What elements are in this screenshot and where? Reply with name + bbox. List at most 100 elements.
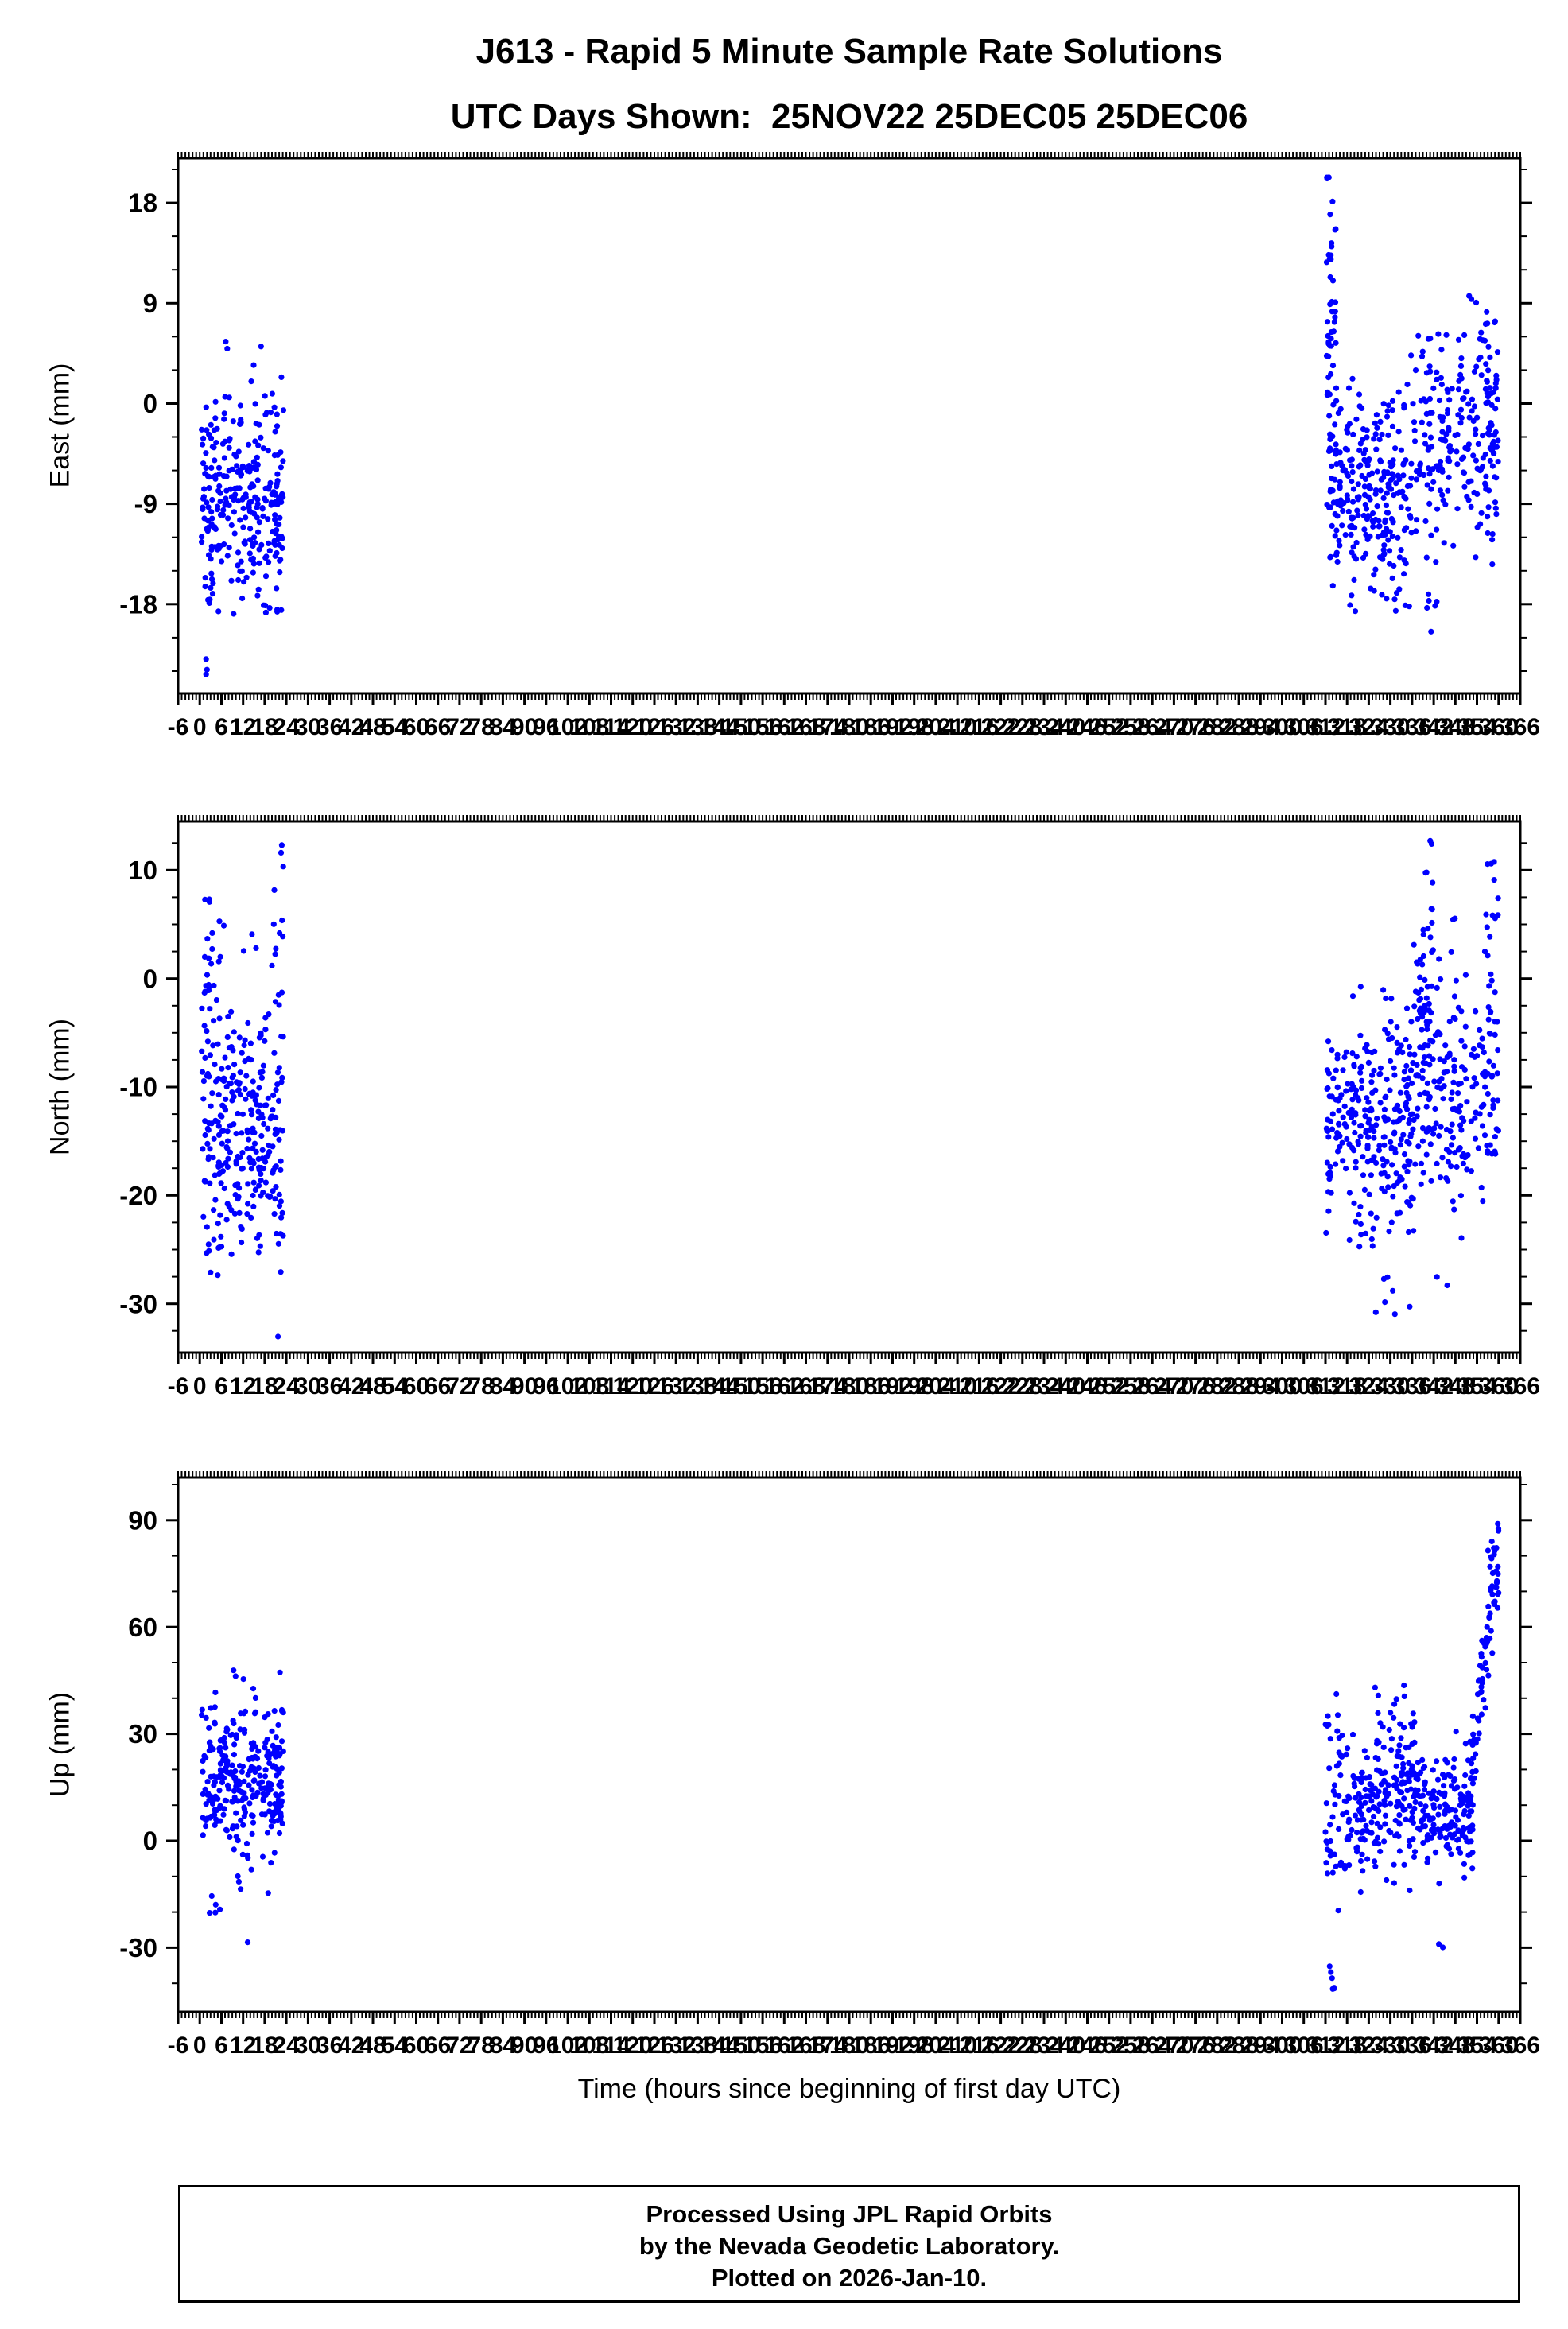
- svg-text:186: 186: [851, 714, 891, 740]
- svg-text:192: 192: [872, 714, 912, 740]
- svg-text:48: 48: [359, 1373, 386, 1399]
- svg-text:162: 162: [764, 2032, 804, 2059]
- svg-text:120: 120: [613, 2032, 653, 2059]
- svg-text:228: 228: [1003, 1373, 1042, 1399]
- svg-text:144: 144: [700, 2032, 739, 2059]
- svg-text:348: 348: [1435, 2032, 1475, 2059]
- svg-text:108: 108: [569, 714, 609, 740]
- svg-text:234: 234: [1024, 1373, 1064, 1399]
- svg-text:0: 0: [193, 2032, 207, 2059]
- svg-text:312: 312: [1306, 714, 1345, 740]
- svg-text:60: 60: [403, 1373, 429, 1399]
- svg-text:30: 30: [295, 2032, 321, 2059]
- svg-text:168: 168: [786, 714, 825, 740]
- svg-text:114: 114: [592, 714, 631, 740]
- svg-text:156: 156: [743, 1373, 782, 1399]
- svg-text:252: 252: [1089, 2032, 1129, 2059]
- svg-text:0: 0: [193, 714, 207, 740]
- svg-text:288: 288: [1219, 714, 1259, 740]
- svg-text:216: 216: [959, 2032, 999, 2059]
- svg-text:48: 48: [359, 714, 386, 740]
- svg-text:24: 24: [273, 714, 300, 740]
- svg-text:198: 198: [895, 2032, 934, 2059]
- svg-text:342: 342: [1414, 1373, 1454, 1399]
- svg-text:132: 132: [656, 2032, 696, 2059]
- svg-text:42: 42: [338, 714, 364, 740]
- svg-text:90: 90: [511, 2032, 538, 2059]
- svg-text:222: 222: [981, 2032, 1021, 2059]
- svg-text:276: 276: [1176, 1373, 1216, 1399]
- svg-text:342: 342: [1414, 714, 1454, 740]
- footer-line-3: Plotted on 2026-Jan-10.: [711, 2264, 988, 2292]
- svg-text:330: 330: [1371, 2032, 1411, 2059]
- svg-text:216: 216: [959, 714, 999, 740]
- svg-text:42: 42: [338, 1373, 364, 1399]
- svg-text:366: 366: [1500, 1373, 1540, 1399]
- svg-text:366: 366: [1500, 2032, 1540, 2059]
- svg-text:126: 126: [635, 2032, 674, 2059]
- svg-text:306: 306: [1284, 1373, 1324, 1399]
- svg-text:240: 240: [1046, 714, 1085, 740]
- svg-text:36: 36: [316, 714, 343, 740]
- svg-text:0: 0: [143, 964, 157, 993]
- svg-text:150: 150: [721, 1373, 761, 1399]
- svg-text:54: 54: [382, 2032, 409, 2059]
- footer-line-2: by the Nevada Geodetic Laboratory.: [638, 2232, 1060, 2260]
- svg-text:204: 204: [916, 714, 956, 740]
- svg-text:336: 336: [1392, 714, 1432, 740]
- svg-text:102: 102: [548, 2032, 588, 2059]
- svg-text:246: 246: [1067, 2032, 1107, 2059]
- footer-box: Processed Using JPL Rapid Orbits by the …: [178, 2185, 1520, 2303]
- svg-text:24: 24: [273, 2032, 300, 2059]
- svg-text:60: 60: [128, 1613, 157, 1642]
- svg-text:18: 18: [128, 188, 157, 218]
- svg-text:276: 276: [1176, 2032, 1216, 2059]
- svg-text:294: 294: [1240, 1373, 1280, 1399]
- svg-text:132: 132: [656, 1373, 696, 1399]
- svg-text:30: 30: [295, 1373, 321, 1399]
- svg-text:354: 354: [1457, 1373, 1496, 1399]
- svg-text:360: 360: [1479, 714, 1519, 740]
- svg-text:12: 12: [230, 1373, 256, 1399]
- svg-text:210: 210: [937, 2032, 977, 2059]
- svg-text:18: 18: [251, 714, 278, 740]
- svg-text:336: 336: [1392, 1373, 1432, 1399]
- svg-text:300: 300: [1262, 2032, 1302, 2059]
- svg-text:354: 354: [1457, 714, 1496, 740]
- svg-text:66: 66: [425, 1373, 451, 1399]
- svg-text:54: 54: [382, 1373, 409, 1399]
- svg-text:96: 96: [533, 2032, 559, 2059]
- svg-text:108: 108: [569, 2032, 609, 2059]
- svg-text:66: 66: [425, 714, 451, 740]
- svg-text:318: 318: [1327, 714, 1367, 740]
- svg-text:330: 330: [1371, 1373, 1411, 1399]
- svg-text:18: 18: [251, 2032, 278, 2059]
- svg-text:60: 60: [403, 714, 429, 740]
- svg-text:150: 150: [721, 714, 761, 740]
- svg-text:-18: -18: [119, 589, 157, 619]
- svg-text:210: 210: [937, 1373, 977, 1399]
- svg-text:6: 6: [215, 714, 228, 740]
- svg-text:276: 276: [1176, 714, 1216, 740]
- svg-text:306: 306: [1284, 714, 1324, 740]
- svg-text:-6: -6: [168, 1373, 189, 1399]
- svg-text:138: 138: [677, 1373, 717, 1399]
- svg-text:120: 120: [613, 714, 653, 740]
- svg-text:204: 204: [916, 2032, 956, 2059]
- svg-text:234: 234: [1024, 2032, 1064, 2059]
- x-axis-label: Time (hours since beginning of first day…: [577, 2074, 1121, 2104]
- svg-text:312: 312: [1306, 1373, 1345, 1399]
- svg-text:324: 324: [1349, 1373, 1388, 1399]
- svg-text:-30: -30: [119, 1933, 157, 1962]
- svg-text:30: 30: [295, 714, 321, 740]
- y-axis-label-up: Up (mm): [45, 1691, 76, 1798]
- svg-text:168: 168: [786, 2032, 825, 2059]
- svg-text:54: 54: [382, 714, 409, 740]
- svg-text:162: 162: [764, 714, 804, 740]
- svg-text:78: 78: [468, 2032, 495, 2059]
- svg-text:-9: -9: [134, 489, 157, 518]
- svg-text:102: 102: [548, 714, 588, 740]
- svg-text:234: 234: [1024, 714, 1064, 740]
- svg-text:264: 264: [1132, 2032, 1172, 2059]
- svg-text:174: 174: [808, 714, 848, 740]
